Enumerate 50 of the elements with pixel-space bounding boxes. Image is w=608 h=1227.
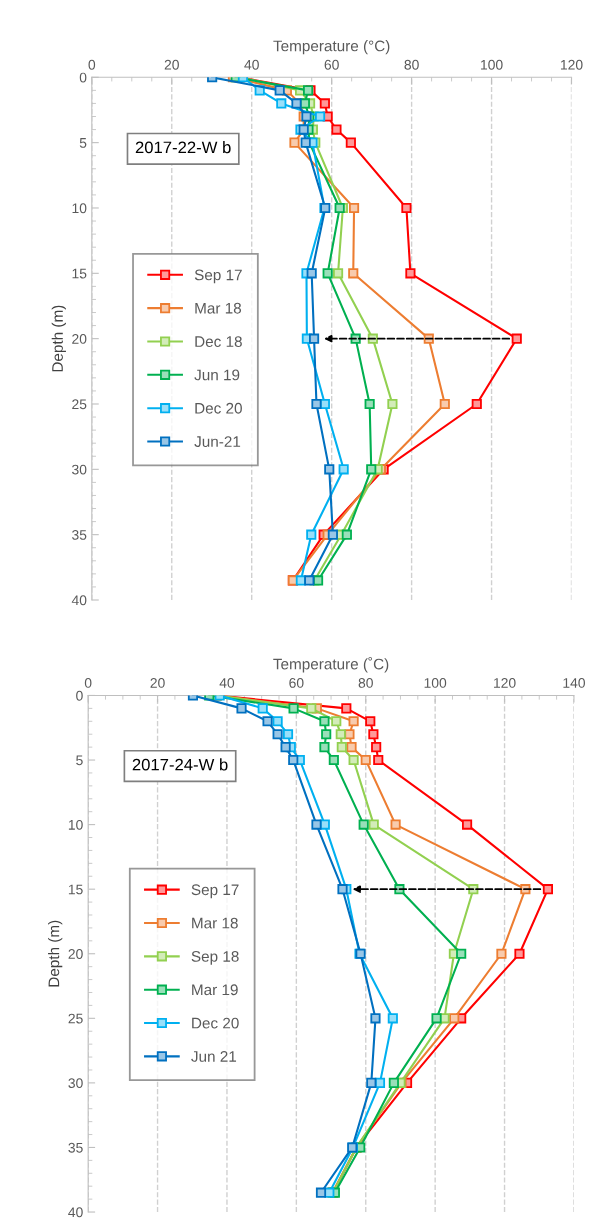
x-tick-label: 0 <box>88 59 96 70</box>
y-tick-label: 30 <box>72 464 87 475</box>
y-tick-label: 20 <box>72 333 87 344</box>
y-tick-label: 15 <box>68 884 83 895</box>
x-tick-label: 20 <box>150 678 165 688</box>
y-axis-title: Depth (m) <box>51 305 66 372</box>
x-tick-label: 80 <box>404 59 419 70</box>
legend-label: Sep 17 <box>191 884 239 899</box>
y-tick-label: 40 <box>71 595 87 606</box>
x-tick-label: 100 <box>481 59 503 70</box>
y-tick-label: 35 <box>68 1142 83 1153</box>
y-tick-label: 5 <box>79 138 87 148</box>
y-tick-label: 10 <box>72 203 87 214</box>
annotation: 2017-24-W b <box>132 758 228 771</box>
x-tick-label: 60 <box>324 59 339 70</box>
legend-label: Dec 20 <box>192 1017 239 1029</box>
y-axis-title: Depth (m) <box>48 920 63 987</box>
y-tick-label: 5 <box>76 755 83 766</box>
legend-label: Mar 18 <box>192 917 238 929</box>
x-tick-label: 120 <box>560 59 583 70</box>
y-tick-label: 25 <box>72 399 87 410</box>
x-tick-label: 20 <box>164 59 179 70</box>
legend-label: Jun-21 <box>194 436 241 448</box>
y-tick-label: 10 <box>68 819 83 830</box>
x-tick-label: 40 <box>244 59 259 70</box>
legend-label: Dec 18 <box>195 336 242 347</box>
legend-label: Dec 20 <box>195 402 242 414</box>
y-tick-label: 0 <box>76 690 83 701</box>
y-tick-label: 0 <box>79 72 87 83</box>
y-tick-label: 40 <box>68 1207 83 1218</box>
y-tick-label: 30 <box>68 1078 83 1089</box>
legend-label: Jun 21 <box>191 1051 237 1062</box>
x-tick-label: 140 <box>563 678 585 688</box>
y-tick-label: 20 <box>68 949 83 959</box>
legend-label: Jun 19 <box>194 369 240 381</box>
y-tick-label: 35 <box>72 530 87 540</box>
legend-label: Sep 18 <box>191 951 239 965</box>
x-tick-label: 120 <box>494 678 516 688</box>
legend-label: Sep 17 <box>194 269 242 284</box>
legend-label: Mar 19 <box>192 984 238 996</box>
y-tick-label: 25 <box>68 1013 83 1024</box>
y-tick-label: 15 <box>72 268 87 279</box>
x-tick-label: 60 <box>289 678 304 688</box>
x-tick-label: 40 <box>219 678 235 688</box>
x-axis-title: Temperature (°C) <box>273 40 390 55</box>
x-tick-label: 80 <box>358 678 373 688</box>
x-axis-title: Temperature (˚C) <box>273 657 389 673</box>
x-tick-label: 100 <box>424 678 447 688</box>
legend-label: Mar 18 <box>195 302 242 314</box>
annotation: 2017-22-W b <box>135 141 231 154</box>
